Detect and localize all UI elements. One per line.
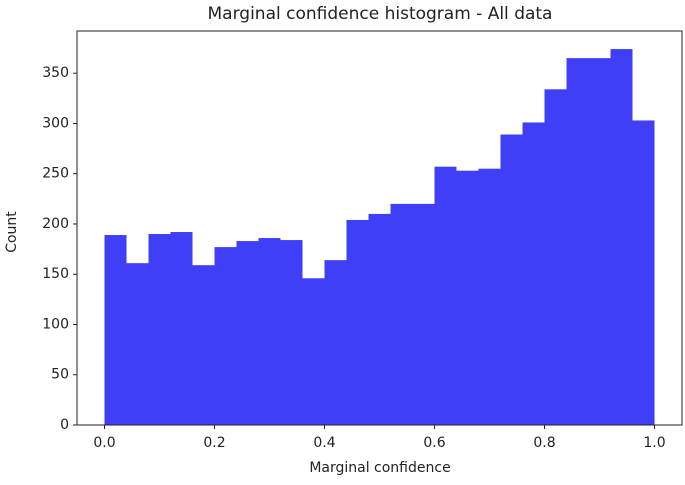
y-tick-label: 350 [42,65,69,81]
bar [280,240,303,425]
bar [324,260,347,425]
y-tick-label: 300 [42,115,69,131]
bar [500,134,523,425]
bar [192,265,215,425]
bar [478,168,501,425]
bar [390,203,413,425]
x-axis-label: Marginal confidence [309,460,450,476]
bar [456,170,479,425]
bar [368,213,391,425]
bar [214,247,237,425]
y-tick-label: 200 [42,216,69,232]
y-tick-label: 0 [60,417,69,433]
bar [588,58,611,425]
y-tick-label: 50 [51,367,69,383]
bar [104,235,127,425]
bar [126,263,149,425]
y-tick-label: 150 [42,266,69,282]
bar [610,49,633,426]
bar [148,234,171,425]
y-tick-label: 100 [42,316,69,332]
x-tick-label: 0.6 [423,435,445,451]
x-tick-label: 1.0 [643,435,665,451]
axes-frame [76,30,683,426]
y-tick-label: 250 [42,166,69,182]
bar [412,203,435,425]
bar [566,58,589,425]
bar [170,232,193,425]
bar [544,89,567,425]
bar [522,122,545,425]
bar [302,278,325,425]
x-tick-label: 0.4 [313,435,335,451]
bar [434,166,457,425]
bar [236,241,259,425]
x-tick-label: 0.2 [203,435,225,451]
y-axis-label: Count [4,211,20,253]
x-tick-label: 0.0 [93,435,115,451]
x-tick-label: 0.8 [533,435,555,451]
chart-title: Marginal confidence histogram - All data [208,4,553,24]
bar [632,120,655,426]
bar [346,219,369,425]
bar [258,238,281,425]
